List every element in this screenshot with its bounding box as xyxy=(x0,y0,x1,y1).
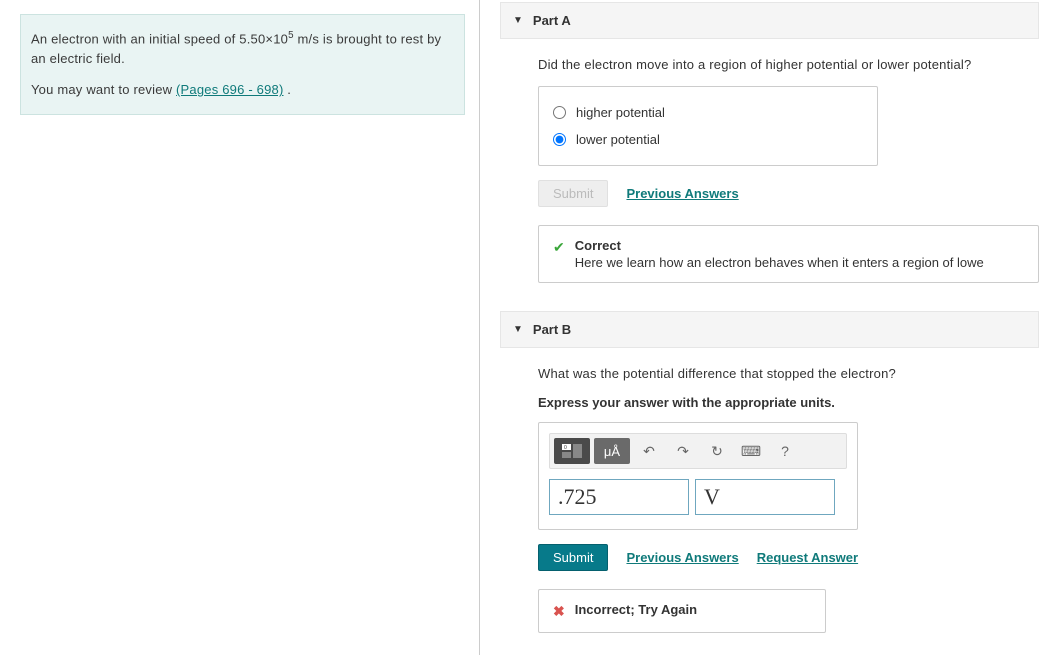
redo-icon[interactable]: ↷ xyxy=(668,438,698,464)
feedback-title: Correct xyxy=(575,238,984,253)
radio-higher[interactable] xyxy=(553,106,566,119)
problem-text-1: An electron with an initial speed of 5.5… xyxy=(31,29,448,68)
problem-panel: An electron with an initial speed of 5.5… xyxy=(0,0,480,655)
svg-text:0: 0 xyxy=(564,445,567,451)
value-input[interactable] xyxy=(549,479,689,515)
part-a-body: Did the electron move into a region of h… xyxy=(500,57,1039,311)
option-lower[interactable]: lower potential xyxy=(553,126,863,153)
previous-answers-link[interactable]: Previous Answers xyxy=(626,550,738,565)
x-icon: ✖ xyxy=(553,603,565,620)
request-answer-link[interactable]: Request Answer xyxy=(757,550,858,565)
option-higher-label: higher potential xyxy=(576,105,665,120)
unit-input[interactable] xyxy=(695,479,835,515)
part-b-header[interactable]: ▼ Part B xyxy=(500,311,1039,348)
part-b-feedback: ✖ Incorrect; Try Again xyxy=(538,589,826,633)
review-suffix: . xyxy=(284,82,292,97)
previous-answers-link[interactable]: Previous Answers xyxy=(626,186,738,201)
answer-input-box: 0 μÅ ↶ ↷ ↻ ⌨ ? xyxy=(538,422,858,530)
keyboard-icon[interactable]: ⌨ xyxy=(736,438,766,464)
reset-icon[interactable]: ↻ xyxy=(702,438,732,464)
pages-link[interactable]: (Pages 696 - 698) xyxy=(176,82,283,97)
feedback-title: Incorrect; Try Again xyxy=(575,602,697,617)
part-a-title: Part A xyxy=(533,13,571,28)
caret-down-icon: ▼ xyxy=(513,324,523,335)
problem-text-2: You may want to review (Pages 696 - 698)… xyxy=(31,80,448,100)
part-a-question: Did the electron move into a region of h… xyxy=(538,57,1039,72)
option-higher[interactable]: higher potential xyxy=(553,99,863,126)
option-lower-label: lower potential xyxy=(576,132,660,147)
part-a-actions: Submit Previous Answers xyxy=(538,180,1039,207)
part-b-title: Part B xyxy=(533,322,571,337)
main-container: An electron with an initial speed of 5.5… xyxy=(0,0,1039,655)
value-row xyxy=(549,479,847,515)
review-prefix: You may want to review xyxy=(31,82,176,97)
feedback-text: Correct Here we learn how an electron be… xyxy=(575,238,984,270)
caret-down-icon: ▼ xyxy=(513,15,523,26)
feedback-body: Here we learn how an electron behaves wh… xyxy=(575,255,984,270)
part-a-feedback: ✔ Correct Here we learn how an electron … xyxy=(538,225,1039,283)
part-b-body: What was the potential difference that s… xyxy=(500,366,1039,661)
feedback-text: Incorrect; Try Again xyxy=(575,602,697,619)
problem-box: An electron with an initial speed of 5.5… xyxy=(20,14,465,115)
part-b-actions: Submit Previous Answers Request Answer xyxy=(538,544,1039,571)
undo-icon[interactable]: ↶ xyxy=(634,438,664,464)
submit-button-disabled: Submit xyxy=(538,180,608,207)
part-a-header[interactable]: ▼ Part A xyxy=(500,2,1039,39)
answer-toolbar: 0 μÅ ↶ ↷ ↻ ⌨ ? xyxy=(549,433,847,469)
part-b-instruction: Express your answer with the appropriate… xyxy=(538,395,1039,410)
units-tool-icon[interactable]: μÅ xyxy=(594,438,630,464)
template-tool-icon[interactable]: 0 xyxy=(554,438,590,464)
submit-button[interactable]: Submit xyxy=(538,544,608,571)
answer-panel: ▼ Part A Did the electron move into a re… xyxy=(480,0,1039,655)
part-a-options: higher potential lower potential xyxy=(538,86,878,166)
radio-lower[interactable] xyxy=(553,133,566,146)
part-b-question: What was the potential difference that s… xyxy=(538,366,1039,381)
help-icon[interactable]: ? xyxy=(770,438,800,464)
check-icon: ✔ xyxy=(553,239,565,256)
